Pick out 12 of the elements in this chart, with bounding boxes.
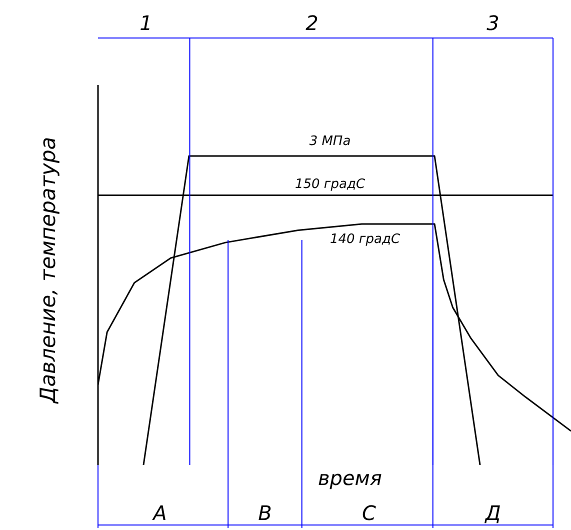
y-axis-title: Давление, температура	[36, 136, 60, 404]
text: В	[258, 501, 272, 525]
text: 3 МПа	[309, 134, 351, 149]
text: 1	[140, 11, 152, 35]
text: А	[151, 501, 167, 525]
text: Д	[484, 501, 501, 525]
annotation: 140 градС	[330, 232, 401, 247]
text: 2	[306, 11, 318, 35]
x-axis-title: время	[318, 466, 382, 490]
text: 3	[486, 11, 500, 35]
text: С	[362, 501, 376, 525]
annotation: 150 градС	[294, 177, 366, 192]
